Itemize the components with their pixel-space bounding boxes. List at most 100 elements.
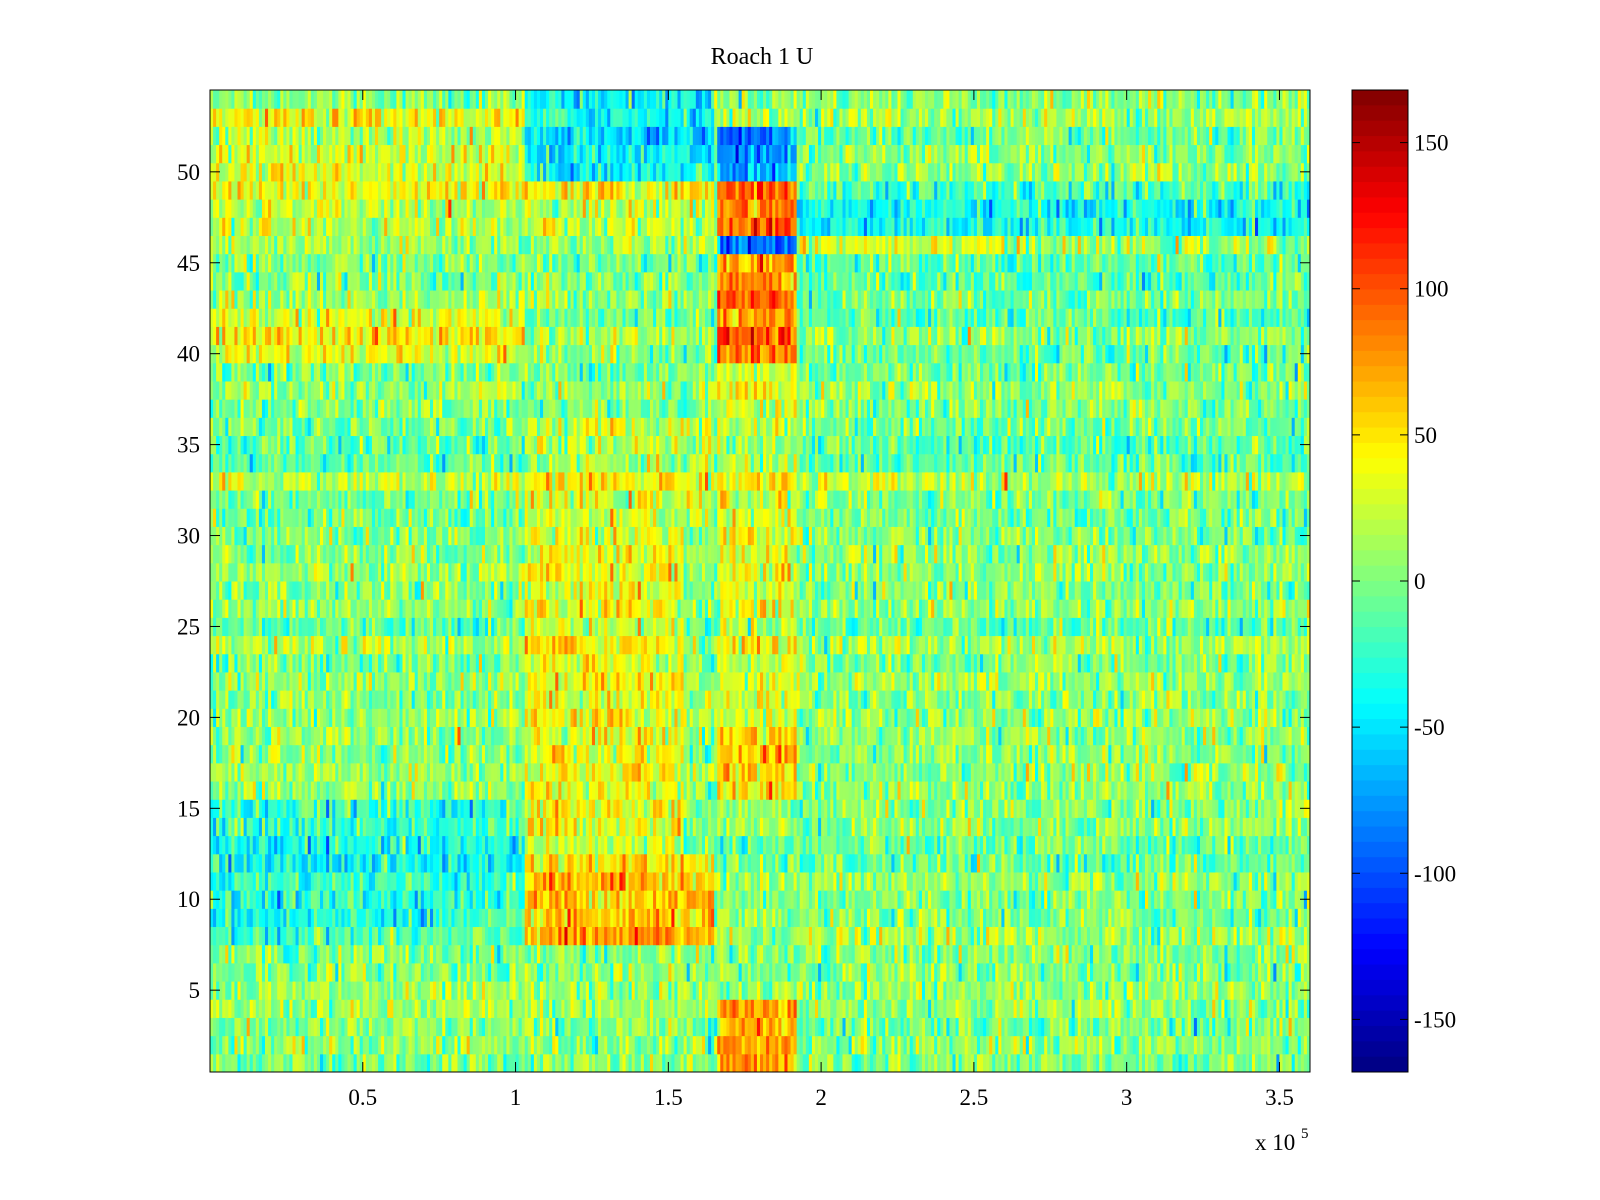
heatmap-cell xyxy=(680,871,685,891)
heatmap-cell xyxy=(585,926,590,946)
heatmap-cell xyxy=(695,1053,700,1073)
heatmap-cell xyxy=(1230,871,1235,891)
heatmap-cell xyxy=(662,981,666,1000)
heatmap-cell xyxy=(512,1053,517,1073)
heatmap-cell xyxy=(1025,981,1030,1000)
heatmap-cell xyxy=(320,962,324,982)
heatmap-cell xyxy=(1148,835,1152,855)
heatmap-cell xyxy=(393,926,397,946)
heatmap-cell xyxy=(625,890,630,909)
heatmap-cell xyxy=(1004,944,1008,964)
heatmap-cell xyxy=(753,1035,758,1055)
heatmap-cell xyxy=(485,999,489,1018)
heatmap-cell xyxy=(298,981,303,1000)
heatmap-cell xyxy=(1288,1035,1293,1055)
heatmap-cell xyxy=(457,871,462,891)
heatmap-cell xyxy=(912,817,917,837)
heatmap-cell xyxy=(1175,944,1180,964)
heatmap-cell xyxy=(396,1017,400,1037)
heatmap-cell xyxy=(689,871,694,891)
heatmap-cell xyxy=(815,835,819,855)
heatmap-cell xyxy=(283,1053,287,1073)
heatmap-cell xyxy=(1264,926,1268,946)
heatmap-cell xyxy=(1071,944,1076,964)
heatmap-cell xyxy=(735,835,740,855)
heatmap-cell xyxy=(341,853,345,873)
heatmap-cell xyxy=(756,908,761,928)
heatmap-cell xyxy=(274,1053,278,1073)
heatmap-cell xyxy=(866,926,871,946)
heatmap-cell xyxy=(763,835,767,855)
heatmap-cell xyxy=(885,1017,889,1037)
heatmap-cell xyxy=(1111,1053,1115,1073)
heatmap-cell xyxy=(769,944,773,964)
heatmap-cell xyxy=(1035,1017,1039,1037)
heatmap-cell xyxy=(1019,835,1024,855)
heatmap-cell xyxy=(650,908,654,928)
heatmap-cell xyxy=(967,981,972,1000)
heatmap-cell xyxy=(524,908,529,928)
heatmap-cell xyxy=(582,1035,587,1055)
heatmap-cell xyxy=(1270,981,1274,1000)
heatmap-cell xyxy=(1053,1053,1057,1073)
heatmap-cell xyxy=(289,1017,293,1037)
heatmap-cell xyxy=(271,890,275,909)
heatmap-cell xyxy=(1050,926,1054,946)
heatmap-cell xyxy=(915,1017,920,1037)
heatmap-cell xyxy=(689,853,694,873)
heatmap-cell xyxy=(307,871,312,891)
heatmap-cell xyxy=(500,853,504,873)
heatmap-cell xyxy=(475,835,480,855)
heatmap-cell xyxy=(1166,1035,1170,1055)
heatmap-cell xyxy=(1111,962,1115,982)
heatmap-cell xyxy=(1065,817,1070,837)
heatmap-cell xyxy=(344,1035,348,1055)
heatmap-cell xyxy=(570,890,575,909)
heatmap-cell xyxy=(1215,835,1219,855)
heatmap-cell xyxy=(1224,1035,1228,1055)
heatmap-cell xyxy=(417,1017,422,1037)
heatmap-cell xyxy=(879,1053,883,1073)
heatmap-cell xyxy=(793,817,798,837)
heatmap-cell xyxy=(656,853,660,873)
heatmap-cell xyxy=(821,908,825,928)
heatmap-cell xyxy=(995,962,999,982)
heatmap-cell xyxy=(307,999,312,1018)
heatmap-cell xyxy=(781,908,785,928)
heatmap-cell xyxy=(808,817,813,837)
heatmap-cell xyxy=(833,1053,837,1073)
heatmap-cell xyxy=(851,908,856,928)
heatmap-cell xyxy=(1120,944,1125,964)
heatmap-cell xyxy=(509,835,513,855)
heatmap-cell xyxy=(989,962,993,982)
heatmap-cell xyxy=(1221,835,1225,855)
heatmap-cell xyxy=(698,835,703,855)
heatmap-cell xyxy=(1141,981,1146,1000)
heatmap-cell xyxy=(815,944,819,964)
heatmap-cell xyxy=(940,1035,944,1055)
heatmap-cell xyxy=(854,944,859,964)
heatmap-cell xyxy=(533,835,538,855)
heatmap-cell xyxy=(854,853,859,873)
heatmap-cell xyxy=(316,981,321,1000)
heatmap-cell xyxy=(423,926,428,946)
heatmap-cell xyxy=(903,981,908,1000)
heatmap-cell xyxy=(289,981,293,1000)
heatmap-cell xyxy=(555,962,559,982)
heatmap-cell xyxy=(1248,871,1253,891)
heatmap-cell xyxy=(518,835,523,855)
heatmap-cell xyxy=(607,853,611,873)
heatmap-cell xyxy=(500,944,504,964)
heatmap-cell xyxy=(515,890,520,909)
heatmap-cell xyxy=(888,981,892,1000)
heatmap-cell xyxy=(1059,1035,1063,1055)
heatmap-cell xyxy=(1007,1053,1012,1073)
heatmap-cell xyxy=(613,853,617,873)
heatmap-cell xyxy=(683,1035,688,1055)
heatmap-cell xyxy=(1099,1017,1103,1037)
heatmap-cell xyxy=(613,1035,617,1055)
heatmap-cell xyxy=(246,871,251,891)
heatmap-cell xyxy=(811,999,816,1018)
heatmap-cell xyxy=(1129,853,1134,873)
heatmap-cell xyxy=(701,999,706,1018)
